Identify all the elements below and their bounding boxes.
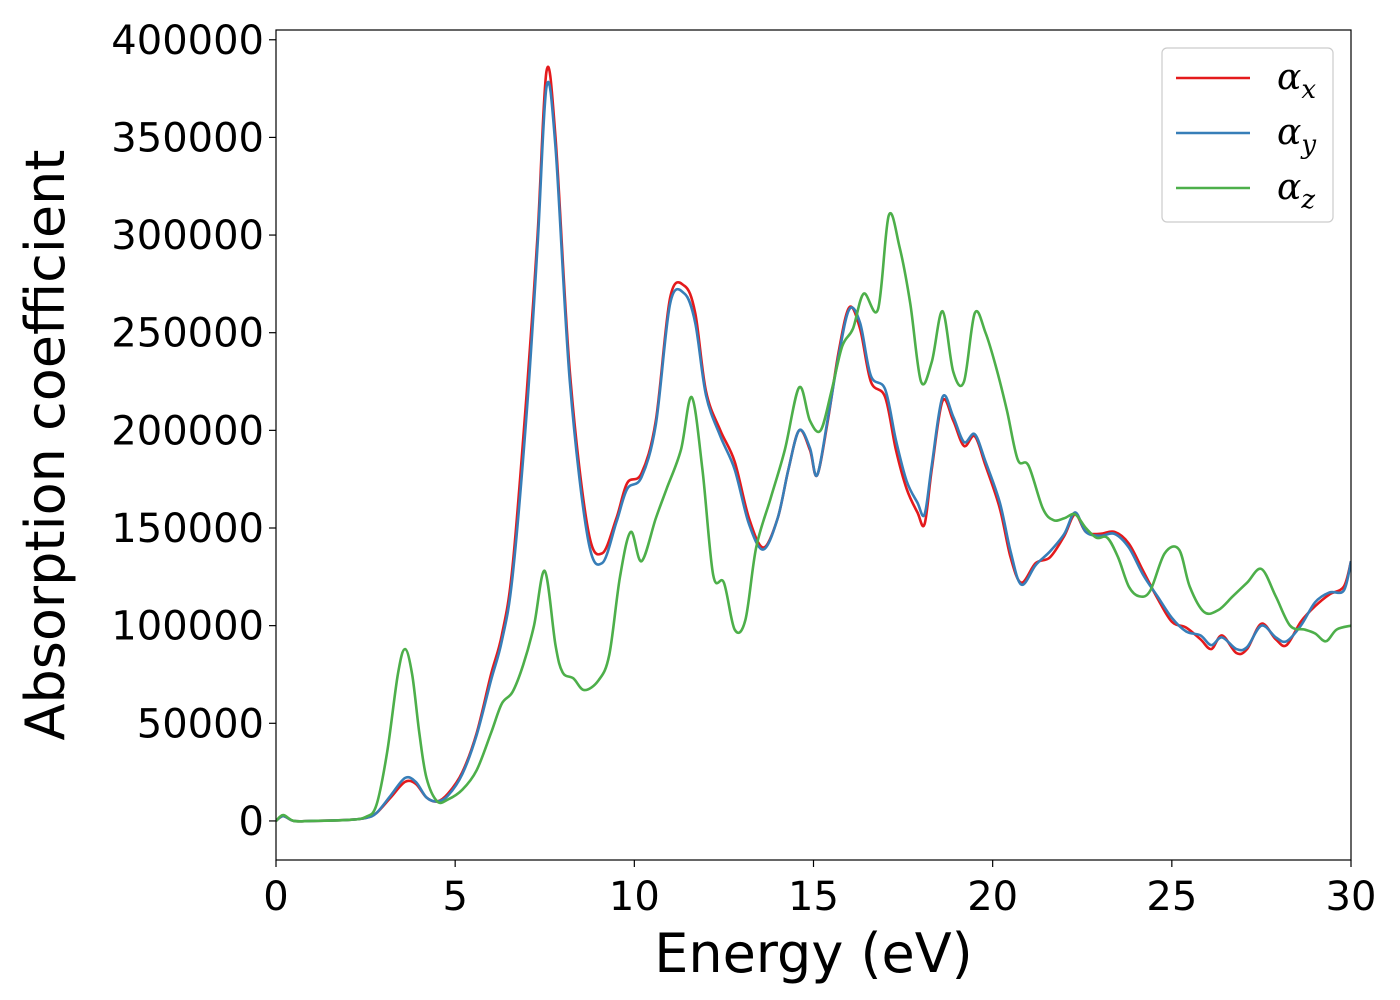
legend-label-z: αz: [1277, 167, 1315, 215]
x-tick-label: 10: [609, 874, 660, 920]
x-tick-label: 15: [788, 874, 839, 920]
y-tick-label: 200000: [111, 408, 264, 454]
legend-label-x: αx: [1277, 57, 1316, 105]
legend: αx αy αz: [1161, 47, 1334, 223]
x-tick-label: 25: [1146, 874, 1197, 920]
y-tick-label: 150000: [111, 506, 264, 552]
y-axis: 0 50000 100000 150000 200000 250000 300000 3500…: [111, 18, 276, 845]
y-tick-label: 0: [239, 799, 264, 845]
legend-box: [1161, 47, 1334, 223]
x-tick-label: 20: [967, 874, 1018, 920]
x-tick-label: 0: [263, 874, 288, 920]
x-tick-label: 30: [1326, 874, 1377, 920]
series-line-z: [276, 211, 1351, 823]
y-tick-label: 300000: [111, 213, 264, 259]
series-line-y: [276, 80, 1351, 823]
y-tick-label: 50000: [137, 701, 264, 747]
legend-label-y: αy: [1277, 112, 1316, 160]
y-axis-title: Absorption coefficient: [14, 150, 77, 741]
y-tick-label: 350000: [111, 115, 264, 161]
y-tick-label: 100000: [111, 604, 264, 650]
y-tick-label: 250000: [111, 311, 264, 357]
x-tick-label: 5: [442, 874, 467, 920]
x-axis: 0 5 10 15 20 25 30: [263, 860, 1376, 920]
x-axis-title: Energy (eV): [654, 922, 973, 985]
series-layer: [276, 65, 1351, 823]
y-tick-label: 400000: [111, 18, 264, 64]
